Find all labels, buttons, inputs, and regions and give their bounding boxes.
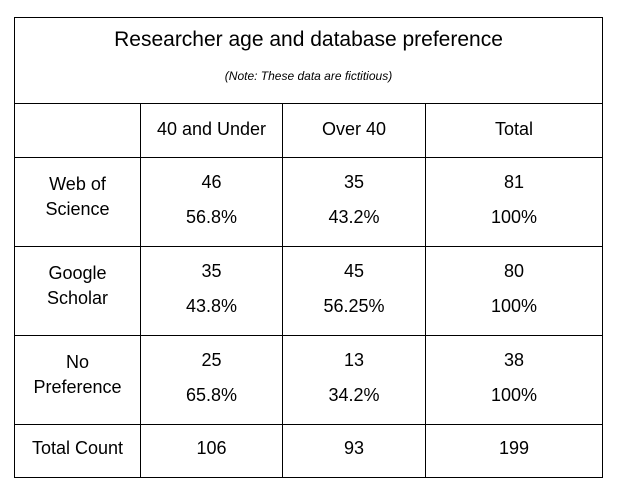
percent-value: 65.8% <box>185 385 238 405</box>
title-row: Researcher age and database preference (… <box>15 18 602 104</box>
data-cell: 35 43.2% <box>283 158 426 247</box>
row-label: Google Scholar <box>15 261 140 311</box>
percent-value: 56.25% <box>323 296 385 316</box>
percent-value: 34.2% <box>328 385 380 405</box>
row-label: Web of Science <box>15 172 140 222</box>
row-label-line: Science <box>45 199 110 219</box>
count-value: 35 <box>343 172 365 192</box>
row-label-line: Web of <box>49 174 106 194</box>
total-value: 93 <box>343 438 365 458</box>
percent-value: 100% <box>490 296 538 316</box>
total-label: Total Count <box>31 438 124 458</box>
row-label-line: Preference <box>33 377 122 397</box>
data-cell: 25 65.8% <box>141 336 283 425</box>
data-cell: 38 100% <box>426 336 602 425</box>
column-header-cell: Over 40 <box>283 104 426 158</box>
count-value: 25 <box>201 350 222 370</box>
data-cell: 81 100% <box>426 158 602 247</box>
table-title: Researcher age and database preference <box>114 28 503 51</box>
data-cell: 80 100% <box>426 247 602 336</box>
table-note: (Note: These data are fictitious) <box>224 69 393 83</box>
row-header-cell: No Preference <box>15 336 141 425</box>
row-label: No Preference <box>15 350 140 400</box>
column-header: 40 and Under <box>156 119 267 139</box>
data-cell: 45 56.25% <box>283 247 426 336</box>
total-cell: 199 <box>426 425 602 477</box>
percent-value: 43.2% <box>328 207 380 227</box>
count-value: 80 <box>503 261 525 281</box>
count-value: 46 <box>201 172 222 192</box>
count-value: 38 <box>503 350 525 370</box>
data-cell: 46 56.8% <box>141 158 283 247</box>
total-cell: 93 <box>283 425 426 477</box>
total-value: 199 <box>498 438 530 458</box>
count-value: 45 <box>343 261 365 281</box>
total-label-cell: Total Count <box>15 425 141 477</box>
percent-value: 100% <box>490 207 538 227</box>
row-label-line: No <box>65 352 89 372</box>
percent-value: 56.8% <box>185 207 238 227</box>
column-header: Total <box>494 119 534 139</box>
percent-value: 100% <box>490 385 538 405</box>
data-cell: 35 43.8% <box>141 247 283 336</box>
column-header: Over 40 <box>321 119 387 139</box>
row-header-cell: Web of Science <box>15 158 141 247</box>
data-cell: 13 34.2% <box>283 336 426 425</box>
total-value: 106 <box>196 438 227 458</box>
percent-value: 43.8% <box>185 296 238 316</box>
count-value: 13 <box>343 350 365 370</box>
column-header-cell: Total <box>426 104 602 158</box>
count-value: 35 <box>201 261 222 281</box>
row-label-line: Scholar <box>46 288 109 308</box>
row-header-cell: Google Scholar <box>15 247 141 336</box>
row-label-line: Google <box>48 263 107 283</box>
corner-cell <box>15 104 141 158</box>
column-header-cell: 40 and Under <box>141 104 283 158</box>
count-value: 81 <box>503 172 525 192</box>
crosstab-table: Researcher age and database preference (… <box>14 17 603 478</box>
total-cell: 106 <box>141 425 283 477</box>
